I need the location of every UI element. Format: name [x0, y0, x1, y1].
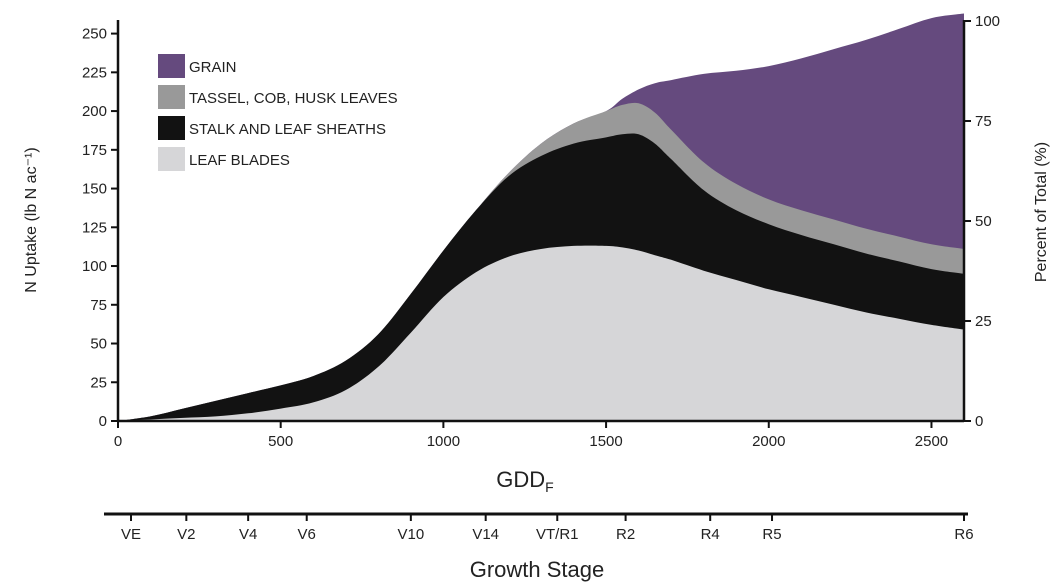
- y-tick-label: 125: [82, 219, 107, 236]
- y-tick-label: 200: [82, 103, 107, 120]
- growth-stage-label: R4: [701, 526, 720, 543]
- growth-stage-label: R5: [762, 526, 781, 543]
- growth-stage-label: VE: [121, 526, 141, 543]
- legend-label: LEAF BLADES: [189, 152, 290, 169]
- y2-tick-label: 50: [975, 213, 992, 230]
- y-tick-label: 175: [82, 142, 107, 159]
- growth-stage-label: VT/R1: [536, 526, 579, 543]
- x-axis-title-main: GDD: [496, 467, 545, 492]
- y2-tick-label: 100: [975, 13, 1000, 30]
- legend-label: GRAIN: [189, 59, 237, 76]
- x-tick-label: 1000: [427, 433, 460, 450]
- y-axis-title: N Uptake (lb N ac⁻¹): [23, 147, 40, 292]
- y-tick-label: 225: [82, 64, 107, 81]
- y-tick-label: 25: [90, 374, 107, 391]
- y2-axis-title: Percent of Total (%): [1033, 142, 1050, 282]
- growth-stage-axis: VE V2 V4 V6 V10 V14 VT/R1 R2 R4 R5 R6: [104, 512, 974, 543]
- x-tick-label: 2500: [915, 433, 948, 450]
- y-tick-label: 0: [99, 413, 107, 430]
- legend-swatch: [158, 116, 185, 140]
- x-tick-label: 0: [114, 433, 122, 450]
- y2-tick-label: 0: [975, 413, 983, 430]
- x-axis-title: GDDF: [496, 467, 553, 495]
- legend-swatch: [158, 85, 185, 109]
- legend-label: TASSEL, COB, HUSK LEAVES: [189, 90, 398, 107]
- legend: GRAIN TASSEL, COB, HUSK LEAVES STALK AND L…: [158, 54, 398, 171]
- stacked-areas: [118, 13, 964, 422]
- y2-tick-label: 25: [975, 313, 992, 330]
- growth-stage-title: Growth Stage: [470, 557, 605, 582]
- legend-label: STALK AND LEAF SHEATHS: [189, 121, 386, 138]
- growth-stage-label: V2: [177, 526, 195, 543]
- legend-swatch: [158, 147, 185, 171]
- legend-swatch: [158, 54, 185, 78]
- growth-stage-label: V14: [472, 526, 499, 543]
- growth-stage-label: V10: [397, 526, 424, 543]
- y-tick-label: 100: [82, 258, 107, 275]
- growth-stage-label: V4: [239, 526, 257, 543]
- x-tick-label: 1500: [589, 433, 622, 450]
- y2-tick-label: 75: [975, 113, 992, 130]
- y-tick-label: 250: [82, 26, 107, 43]
- y-tick-label: 150: [82, 181, 107, 198]
- growth-stage-label: R2: [616, 526, 635, 543]
- y-tick-label: 50: [90, 336, 107, 353]
- growth-stage-label: V6: [298, 526, 316, 543]
- x-axis-title-subscript: F: [545, 479, 554, 495]
- growth-stage-label: R6: [954, 526, 973, 543]
- area-leaf-blades: [118, 245, 964, 421]
- x-tick-label: 2000: [752, 433, 785, 450]
- x-tick-label: 500: [268, 433, 293, 450]
- y-tick-label: 75: [90, 297, 107, 314]
